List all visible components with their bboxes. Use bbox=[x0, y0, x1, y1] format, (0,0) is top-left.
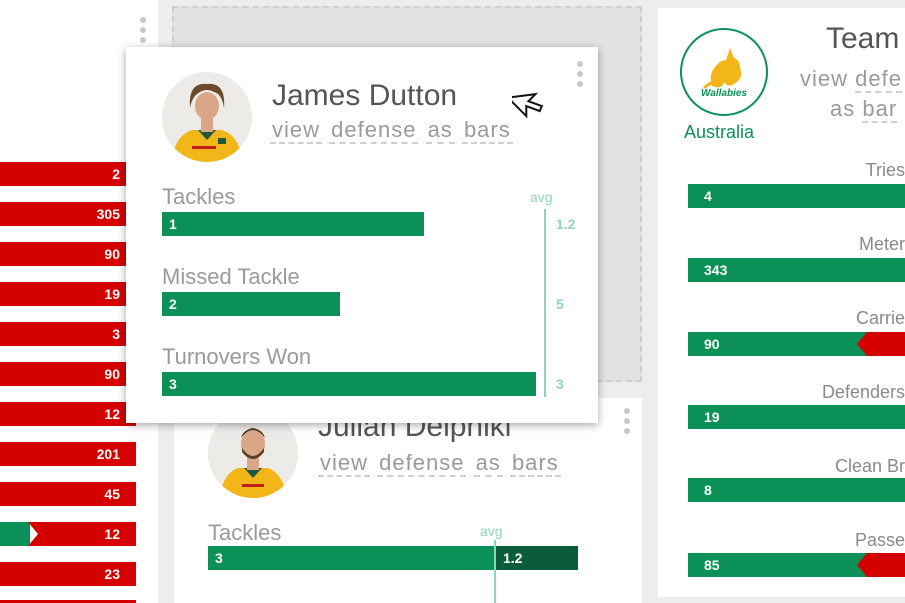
player-avatar bbox=[162, 72, 252, 162]
stat-label: Meter bbox=[858, 234, 905, 254]
stat-bar: 12 bbox=[0, 402, 136, 426]
stat-label: Tries bbox=[865, 160, 905, 180]
view-mode-selector[interactable]: view defe bbox=[800, 66, 902, 93]
view-word: as bbox=[425, 117, 455, 144]
stat-type-dropdown[interactable]: defense bbox=[329, 117, 419, 144]
avg-value: 3 bbox=[556, 376, 564, 392]
more-options-icon[interactable] bbox=[577, 61, 583, 91]
red-segment bbox=[857, 553, 905, 577]
stat-label: Carrie bbox=[855, 308, 905, 328]
avg-label: avg bbox=[480, 523, 503, 539]
stat-bar: 19 bbox=[688, 405, 905, 429]
red-segment bbox=[28, 522, 136, 546]
stat-bar: 23 bbox=[0, 562, 136, 586]
view-word: as bbox=[830, 96, 856, 121]
player-avatar bbox=[208, 408, 298, 498]
stat-bar: 8 bbox=[688, 478, 905, 502]
stat-bar: 3 bbox=[162, 372, 536, 396]
avg-bar: 1.2 bbox=[496, 546, 578, 570]
player-name: James Dutton bbox=[272, 79, 458, 112]
stat-label: Clean Br bbox=[834, 456, 905, 476]
stat-bar: 90 bbox=[688, 332, 905, 356]
stat-bar: 85 bbox=[688, 553, 905, 577]
team-title: Team bbox=[826, 22, 900, 55]
avg-value: 5 bbox=[556, 296, 564, 312]
view-word: view bbox=[270, 117, 323, 144]
logo-text: Wallabies bbox=[701, 88, 747, 99]
stat-bar: 343 bbox=[688, 258, 905, 282]
stat-bar: 90 bbox=[0, 362, 136, 386]
avg-line bbox=[494, 540, 496, 603]
stat-bar: 1 bbox=[162, 212, 424, 236]
chart-type-dropdown[interactable]: bars bbox=[509, 450, 561, 477]
view-word: view bbox=[318, 450, 371, 477]
stat-bar: 3 bbox=[208, 546, 496, 570]
view-word: view bbox=[800, 66, 849, 91]
view-mode-selector[interactable]: view defense as bars bbox=[270, 117, 513, 144]
stat-bar: 201 bbox=[0, 442, 136, 466]
team-card[interactable]: Wallabies Australia Team view defe as ba… bbox=[658, 8, 905, 597]
stat-bar: 90 bbox=[0, 242, 136, 266]
stat-label: Missed Tackle bbox=[162, 264, 300, 289]
stat-label: Turnovers Won bbox=[162, 344, 312, 369]
chart-type-dropdown[interactable]: bars bbox=[461, 117, 513, 144]
green-segment bbox=[0, 522, 30, 546]
view-mode-selector-line2[interactable]: as bar bbox=[830, 96, 898, 123]
avg-label: avg bbox=[530, 189, 553, 205]
stat-bar: 305 bbox=[0, 202, 136, 226]
stat-bar: 45 bbox=[0, 482, 136, 506]
more-options-icon[interactable] bbox=[140, 17, 146, 47]
stat-label: Tackles bbox=[208, 520, 282, 545]
avg-line bbox=[544, 209, 546, 397]
stat-bar: 19 bbox=[0, 282, 136, 306]
stat-bar-split: 12 bbox=[0, 522, 136, 546]
stat-bar: 2 bbox=[0, 162, 136, 186]
red-segment bbox=[857, 332, 905, 356]
more-options-icon[interactable] bbox=[624, 408, 630, 438]
stat-type-dropdown[interactable]: defe bbox=[855, 66, 902, 93]
stat-bar: 3 bbox=[0, 322, 136, 346]
stat-type-dropdown[interactable]: defense bbox=[377, 450, 467, 477]
view-mode-selector[interactable]: view defense as bars bbox=[318, 450, 561, 477]
wallabies-logo: Wallabies bbox=[680, 28, 768, 116]
team-country: Australia bbox=[684, 122, 755, 142]
stat-label: Tackles bbox=[162, 184, 236, 209]
stat-label: Defenders bbox=[821, 382, 905, 402]
stat-bar: 2 bbox=[162, 292, 340, 316]
mouse-cursor-icon bbox=[512, 92, 544, 119]
chart-type-dropdown[interactable]: bar bbox=[862, 96, 898, 123]
avg-value: 1.2 bbox=[556, 216, 576, 232]
stat-label: Passe bbox=[854, 530, 905, 550]
stat-bar-partial bbox=[0, 600, 136, 603]
player-card-julian[interactable]: Julian Delpniki view defense as bars Tac… bbox=[174, 398, 642, 603]
view-word: as bbox=[473, 450, 503, 477]
stat-bar: 4 bbox=[688, 184, 905, 208]
